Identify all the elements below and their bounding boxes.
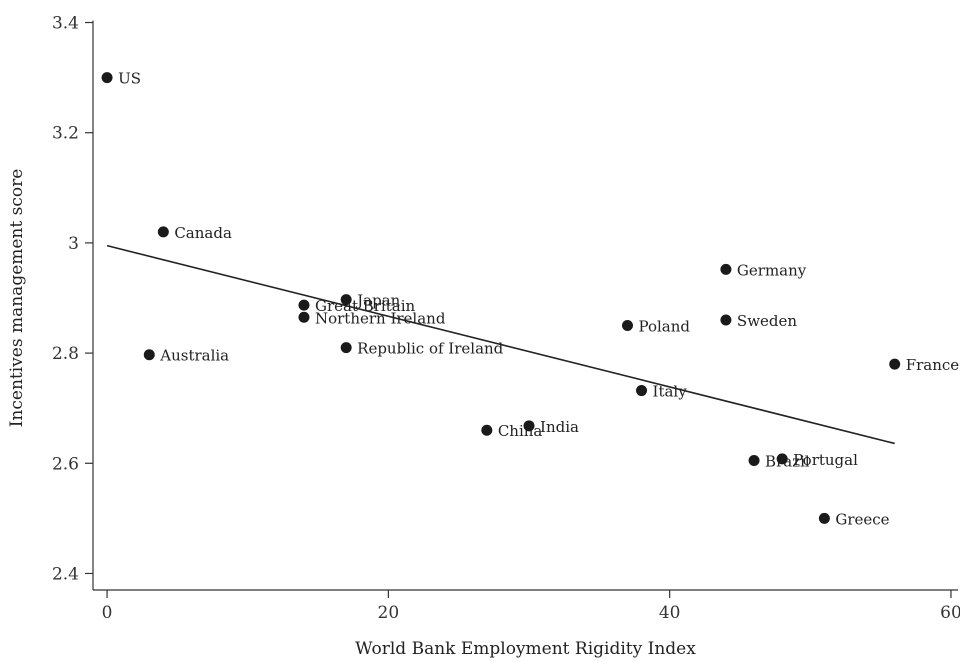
point-label-china: China <box>498 422 543 440</box>
point-canada <box>157 226 169 238</box>
point-china <box>481 424 493 436</box>
y-tick-label: 3.4 <box>52 14 79 34</box>
x-tick-label: 60 <box>940 603 960 623</box>
y-tick-label: 2.4 <box>52 564 79 584</box>
point-label-canada: Canada <box>174 224 232 242</box>
x-ticks: 0 20 40 60 <box>102 590 960 623</box>
point-label-india: India <box>540 418 579 436</box>
point-us <box>101 72 113 84</box>
point-italy <box>636 385 648 397</box>
axes <box>92 20 958 591</box>
point-label-japan: Japan <box>355 292 401 310</box>
y-tick-label: 3 <box>68 234 79 254</box>
point-label-poland: Poland <box>638 318 690 336</box>
point-brazil <box>748 455 760 467</box>
point-germany <box>720 263 732 275</box>
point-india <box>523 420 535 432</box>
point-northern-ireland <box>298 311 310 323</box>
point-label-italy: Italy <box>653 383 688 401</box>
point-label-us: US <box>118 70 141 88</box>
point-portugal <box>776 453 788 465</box>
point-label-france: France <box>906 356 960 374</box>
point-label-sweden: Sweden <box>737 312 797 330</box>
point-great-britain <box>298 299 310 311</box>
point-greece <box>818 512 830 524</box>
point-label-portugal: Portugal <box>793 451 858 469</box>
point-japan <box>340 294 352 306</box>
point-label-northern-ireland: Northern Ireland <box>315 309 446 327</box>
x-tick-label: 20 <box>378 603 400 623</box>
y-tick-label: 2.8 <box>52 344 79 364</box>
point-republic-of-ireland <box>340 342 352 354</box>
point-australia <box>143 349 155 361</box>
x-tick-label: 0 <box>102 603 113 623</box>
point-france <box>889 358 901 370</box>
point-label-australia: Australia <box>159 347 229 365</box>
x-tick-label: 40 <box>659 603 681 623</box>
y-axis-title: Incentives management score <box>7 169 27 428</box>
point-poland <box>621 320 633 332</box>
y-tick-label: 2.6 <box>52 454 79 474</box>
x-axis-title: World Bank Employment Rigidity Index <box>355 639 696 659</box>
point-label-greece: Greece <box>835 510 889 528</box>
point-label-brazil: Brazil <box>765 453 810 471</box>
fit-line <box>106 244 895 445</box>
y-ticks: 2.4 2.6 2.8 3 3.2 3.4 <box>52 14 93 584</box>
point-label-great-britain: Great Britain <box>315 297 416 315</box>
point-sweden <box>720 314 732 326</box>
y-tick-label: 3.2 <box>52 124 79 144</box>
point-label-germany: Germany <box>737 261 807 279</box>
point-label-republic-of-ireland: Republic of Ireland <box>357 340 504 358</box>
